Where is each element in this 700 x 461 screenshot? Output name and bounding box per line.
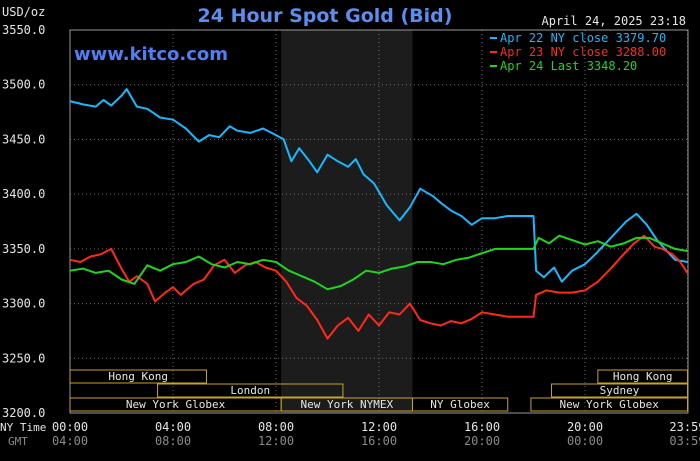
x-tick-label-gmt: 20:00 (464, 434, 500, 448)
session-box (597, 369, 688, 384)
session-box (530, 397, 688, 412)
x-tick-label-ny: 12:00 (361, 420, 397, 434)
x-tick-label-gmt: 03:59 (669, 434, 700, 448)
x-tick-label-ny: 16:00 (464, 420, 500, 434)
series-line (69, 88, 688, 283)
y-tick-label: 3350.0 (2, 242, 45, 256)
y-tick-label: 3450.0 (2, 132, 45, 146)
legend-entry: Apr 24 Last 3348.20 (500, 59, 637, 73)
session-label: Hong Kong (108, 370, 168, 383)
y-tick-label: 3550.0 (2, 23, 45, 37)
x-tick-label-ny: 20:00 (567, 420, 603, 434)
plot-frame (69, 29, 689, 414)
session-box (157, 383, 344, 398)
y-tick-label: 3400.0 (2, 187, 45, 201)
session-box (69, 369, 207, 384)
session-label: New York Globex (126, 398, 226, 411)
x-tick-label-gmt: 08:00 (155, 434, 191, 448)
session-label: Sydney (600, 384, 640, 397)
y-axis-ticks: 3550.0 3500.0 3450.0 3400.0 3350.0 3300.0 3250… (2, 23, 45, 420)
legend-entry: Apr 23 NY close 3288.00 (500, 45, 666, 59)
session-box (551, 383, 688, 398)
date-stamp: April 24, 2025 23:18 (542, 14, 687, 28)
y-tick-label: 3200.0 (2, 406, 45, 420)
session-box (411, 397, 509, 412)
gmt-row-label: GMT (8, 435, 28, 448)
x-tick-label-gmt: 16:00 (361, 434, 397, 448)
x-tick-label-ny: 08:00 (258, 420, 294, 434)
chart-title: 24 Hour Spot Gold (Bid) (198, 5, 453, 27)
series-line (69, 234, 688, 291)
x-tick-label-ny: 23:59 (669, 420, 700, 434)
legend-entry: Apr 22 NY close 3379.70 (500, 31, 666, 45)
x-tick-label-ny: 00:00 (52, 420, 88, 434)
x-tick-label-gmt: 12:00 (258, 434, 294, 448)
x-tick-label-gmt: 04:00 (52, 434, 88, 448)
x-tick-label-ny: 04:00 (155, 420, 191, 434)
y-axis-label: USD/oz (2, 5, 45, 19)
ny-time-row-label: NY Time (0, 421, 46, 434)
kitco-watermark: www.kitco.com (74, 44, 228, 65)
session-label: Hong Kong (613, 370, 673, 383)
y-tick-label: 3500.0 (2, 78, 45, 92)
session-label: New York Globex (560, 398, 660, 411)
series-lines (69, 88, 689, 340)
x-axis-ticks: 00:0004:0004:0008:0008:0012:0012:0016:00… (52, 420, 700, 448)
x-tick-label-gmt: 00:00 (567, 434, 603, 448)
series-line (69, 234, 689, 340)
session-label: NY Globex (430, 398, 490, 411)
y-tick-label: 3250.0 (2, 351, 45, 365)
session-label: New York NYMEX (300, 398, 393, 411)
nymex-shaded-region (281, 30, 413, 413)
y-tick-label: 3300.0 (2, 297, 45, 311)
session-label: London (230, 384, 270, 397)
